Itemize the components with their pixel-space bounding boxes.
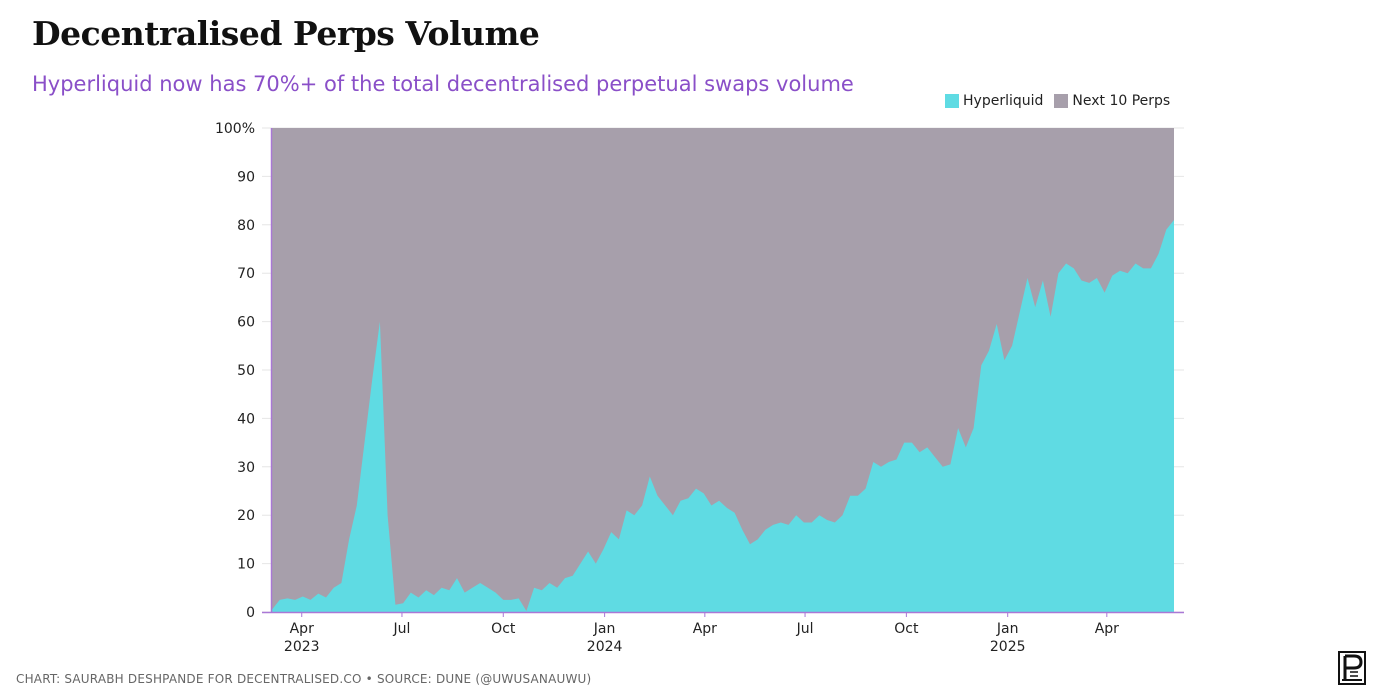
x-tick-year-label: 2023 xyxy=(284,639,320,655)
y-tick-label: 80 xyxy=(237,218,255,234)
x-tick-year-label: 2025 xyxy=(990,639,1026,655)
x-tick-label: Jan xyxy=(593,621,616,637)
x-tick-label: Apr xyxy=(290,621,314,637)
footer-separator: • xyxy=(365,672,373,686)
chart-legend: Hyperliquid Next 10 Perps xyxy=(945,93,1170,109)
y-tick-label: 60 xyxy=(237,315,255,331)
y-tick-label: 20 xyxy=(237,508,255,524)
x-tick-label: Oct xyxy=(894,621,919,637)
y-tick-label: 40 xyxy=(237,411,255,427)
y-tick-label: 100% xyxy=(215,121,255,137)
chart-title: Decentralised Perps Volume xyxy=(32,14,540,53)
x-tick-year-label: 2024 xyxy=(587,639,623,655)
y-tick-label: 50 xyxy=(237,363,255,379)
footer-source: SOURCE: DUNE (@UWUSANAUWU) xyxy=(376,672,592,686)
legend-label-next10: Next 10 Perps xyxy=(1072,93,1171,109)
chart-footer: CHART: SAURABH DESHPANDE FOR DECENTRALIS… xyxy=(16,672,591,686)
area-series-layer xyxy=(272,128,1174,612)
x-tick-label: Apr xyxy=(1095,621,1119,637)
x-tick-label: Oct xyxy=(491,621,516,637)
footer-credit: CHART: SAURABH DESHPANDE FOR DECENTRALIS… xyxy=(16,672,362,686)
x-tick-label: Jan xyxy=(996,621,1019,637)
legend-swatch-next10 xyxy=(1054,94,1069,108)
legend-label-hyperliquid: Hyperliquid xyxy=(963,93,1044,109)
y-tick-label: 10 xyxy=(237,557,255,573)
area-hyperliquid xyxy=(272,220,1174,612)
y-tick-label: 30 xyxy=(237,460,255,476)
x-tick-label: Jul xyxy=(796,621,814,637)
y-tick-label: 90 xyxy=(237,169,255,185)
x-tick-label: Apr xyxy=(693,621,717,637)
legend-swatch-hyperliquid xyxy=(945,94,959,108)
legend-item-hyperliquid: Hyperliquid xyxy=(945,93,1043,109)
y-tick-label: 0 xyxy=(246,605,255,621)
decentralised-logo-icon xyxy=(1338,651,1366,685)
y-tick-label: 70 xyxy=(237,266,255,282)
axes: 0 10 20 30 40 50 60 70 80 90 100% Apr 2023 Jul Oct Jan 2… xyxy=(215,121,1184,655)
chart-subtitle: Hyperliquid now has 70%+ of the total de… xyxy=(32,72,854,96)
legend-item-next10: Next 10 Perps xyxy=(1054,93,1170,109)
x-tick-label: Jul xyxy=(393,621,411,637)
